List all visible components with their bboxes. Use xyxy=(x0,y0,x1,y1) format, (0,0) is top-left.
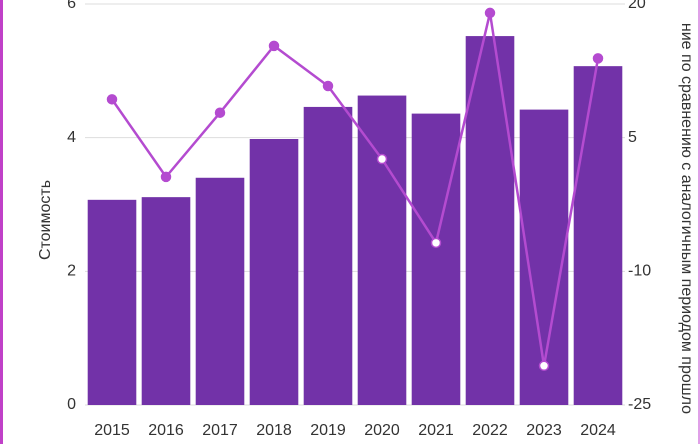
line-marker xyxy=(214,107,226,118)
x-tick-label: 2020 xyxy=(364,422,400,439)
line xyxy=(110,12,600,367)
x-tick-label: 2016 xyxy=(148,422,184,439)
line-marker xyxy=(160,171,172,183)
bar xyxy=(303,106,353,405)
bar xyxy=(411,113,461,406)
y-axis-label: Стоимость xyxy=(37,180,54,260)
y2-tick-label: 20 xyxy=(628,0,646,12)
x-tick-label: 2021 xyxy=(418,422,454,439)
x-tick-label: 2022 xyxy=(472,422,508,439)
bar xyxy=(249,139,299,405)
bar xyxy=(465,36,515,405)
line-marker xyxy=(592,53,604,64)
bar xyxy=(87,199,137,405)
bar xyxy=(195,177,245,405)
x-tick-label: 2017 xyxy=(202,422,238,439)
right-border xyxy=(698,0,700,444)
line-marker xyxy=(376,153,388,165)
line-marker xyxy=(430,237,442,249)
line-marker xyxy=(484,7,496,19)
y2-tick-label: 5 xyxy=(628,129,637,146)
y-tick-label: 2 xyxy=(67,263,76,280)
y2-tick-label: -25 xyxy=(628,396,651,413)
line-marker xyxy=(322,80,334,92)
x-tick-label: 2019 xyxy=(310,422,346,439)
bar xyxy=(141,197,191,405)
bar xyxy=(357,95,407,405)
x-tick-label: 2024 xyxy=(580,422,616,439)
y-tick-label: 6 xyxy=(67,0,76,12)
y2-axis-label: ние по сравнению с аналогичным периодом … xyxy=(678,23,695,414)
left-border xyxy=(0,0,3,444)
line-marker xyxy=(268,40,280,52)
y-tick-label: 0 xyxy=(67,396,76,413)
y2-tick-label: -10 xyxy=(628,263,651,280)
x-tick-label: 2018 xyxy=(256,422,292,439)
line-marker xyxy=(106,94,118,105)
x-tick-label: 2023 xyxy=(526,422,562,439)
x-tick-label: 2015 xyxy=(94,422,130,439)
bar xyxy=(573,66,623,405)
y-tick-label: 4 xyxy=(67,129,76,146)
line-marker xyxy=(538,360,550,372)
